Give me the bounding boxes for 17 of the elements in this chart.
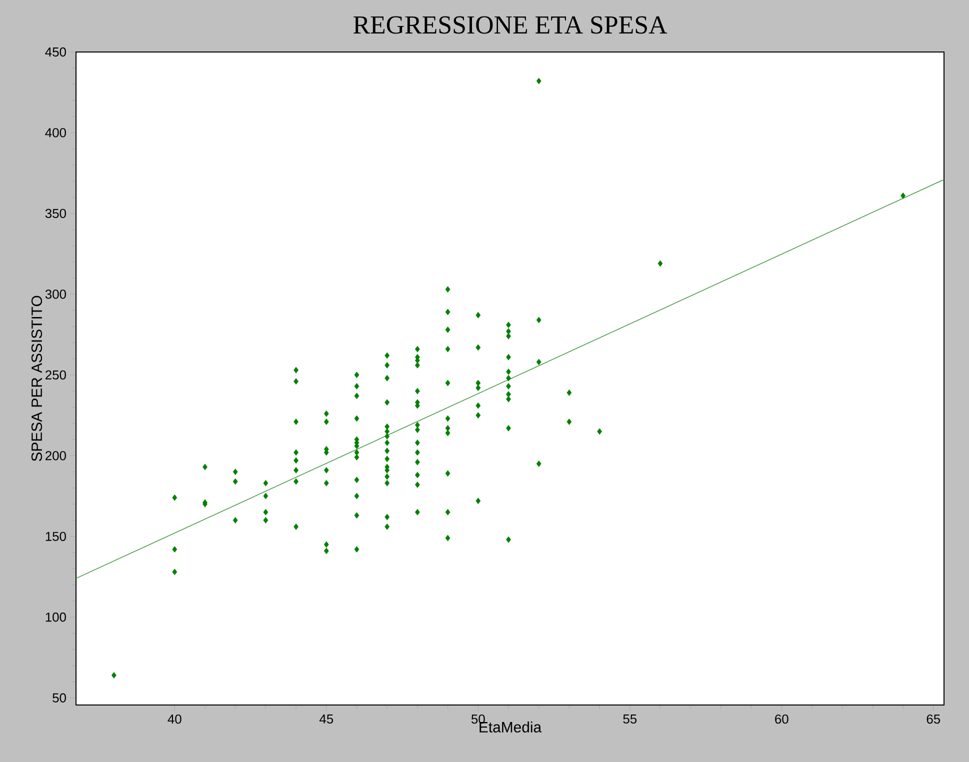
y-tick-label: 150 xyxy=(46,532,66,541)
chart-title: REGRESSIONE ETA SPESA xyxy=(353,16,668,34)
x-tick-label: 60 xyxy=(775,714,788,724)
y-axis-title: SPESA PER ASSISTITO xyxy=(31,296,42,462)
x-tick-label: 45 xyxy=(319,714,334,724)
y-tick-label: 400 xyxy=(45,128,66,138)
y-tick-label: 300 xyxy=(45,290,66,299)
x-tick-label: 65 xyxy=(926,714,940,724)
y-tick-label: 50 xyxy=(52,693,66,702)
y-tick-label: 250 xyxy=(46,370,66,380)
x-tick-label: 55 xyxy=(623,714,637,724)
y-tick-label: 350 xyxy=(45,208,66,218)
x-axis-title: EtaMedia xyxy=(480,722,542,732)
x-tick-label: 40 xyxy=(168,714,182,724)
y-tick-label: 200 xyxy=(46,451,66,460)
y-tick-label: 100 xyxy=(46,612,66,622)
y-tick-label: 450 xyxy=(45,47,66,57)
